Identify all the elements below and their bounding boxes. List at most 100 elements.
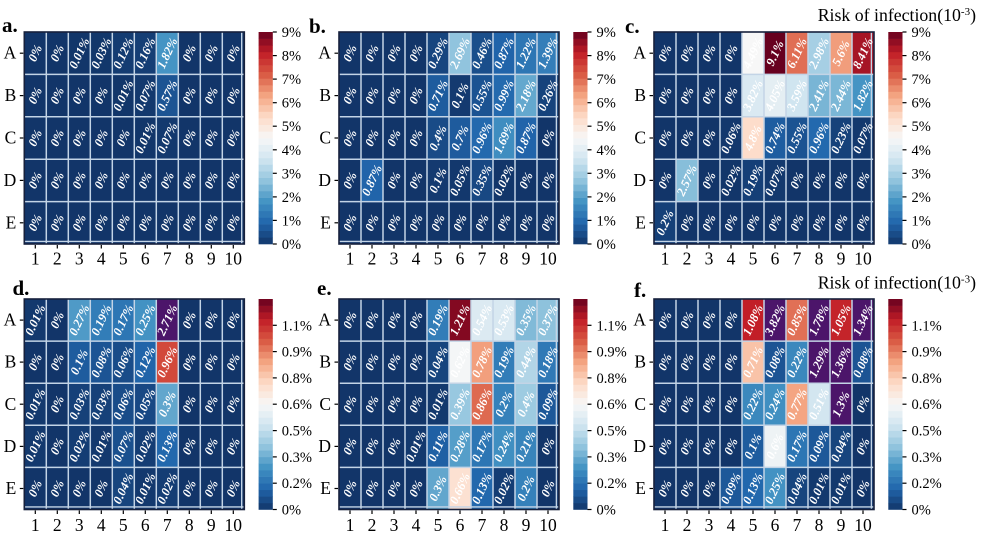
svg-text:0%: 0% <box>406 85 426 106</box>
svg-text:B: B <box>319 352 331 372</box>
svg-text:0%: 0% <box>721 310 741 331</box>
svg-text:C: C <box>5 394 17 414</box>
svg-text:3: 3 <box>75 249 84 269</box>
svg-text:0%: 0% <box>362 127 382 148</box>
svg-text:1%: 1% <box>282 213 301 229</box>
svg-text:C: C <box>5 128 17 148</box>
svg-text:0%: 0% <box>677 394 697 415</box>
svg-text:0%: 0% <box>362 43 382 64</box>
svg-text:1: 1 <box>31 515 40 535</box>
svg-text:2: 2 <box>683 249 692 269</box>
svg-text:0%: 0% <box>655 310 675 331</box>
svg-text:2: 2 <box>683 515 692 535</box>
svg-text:0.3%: 0.3% <box>912 450 942 466</box>
svg-text:0%: 0% <box>384 436 404 457</box>
svg-text:0%: 0% <box>179 352 199 373</box>
svg-text:5%: 5% <box>597 119 616 135</box>
svg-text:9: 9 <box>522 515 531 535</box>
svg-text:0%: 0% <box>677 85 697 106</box>
svg-text:0%: 0% <box>384 43 404 64</box>
svg-text:1.1%: 1.1% <box>912 318 942 334</box>
svg-text:0%: 0% <box>406 170 426 191</box>
svg-text:5: 5 <box>119 515 128 535</box>
svg-text:0.6%: 0.6% <box>282 397 312 413</box>
svg-text:0%: 0% <box>47 212 67 233</box>
svg-text:0%: 0% <box>282 503 301 519</box>
svg-text:0%: 0% <box>384 352 404 373</box>
svg-text:0.9%: 0.9% <box>597 345 627 361</box>
svg-text:0%: 0% <box>472 212 492 233</box>
svg-text:0.2%: 0.2% <box>282 476 312 492</box>
svg-text:A: A <box>4 43 17 63</box>
svg-text:8: 8 <box>815 249 824 269</box>
svg-text:B: B <box>319 85 331 105</box>
svg-text:0%: 0% <box>362 310 382 331</box>
svg-text:1: 1 <box>31 249 40 269</box>
svg-text:C: C <box>634 128 646 148</box>
svg-text:1: 1 <box>661 249 670 269</box>
svg-text:0%: 0% <box>853 394 873 415</box>
svg-text:0%: 0% <box>406 212 426 233</box>
svg-text:3: 3 <box>390 515 399 535</box>
svg-text:0%: 0% <box>721 394 741 415</box>
svg-text:3: 3 <box>390 249 399 269</box>
svg-text:0%: 0% <box>47 85 67 106</box>
svg-text:0%: 0% <box>699 127 719 148</box>
svg-text:E: E <box>320 212 331 232</box>
svg-text:0%: 0% <box>597 503 616 519</box>
svg-text:3: 3 <box>705 249 714 269</box>
svg-text:0%: 0% <box>179 310 199 331</box>
svg-text:0%: 0% <box>655 436 675 457</box>
svg-text:E: E <box>635 478 646 498</box>
svg-text:0%: 0% <box>340 127 360 148</box>
svg-text:0%: 0% <box>223 352 243 373</box>
svg-text:5: 5 <box>749 249 758 269</box>
svg-text:9: 9 <box>207 249 216 269</box>
svg-text:D: D <box>318 170 331 190</box>
svg-text:0%: 0% <box>655 170 675 191</box>
svg-text:8%: 8% <box>597 49 616 65</box>
svg-text:B: B <box>634 352 646 372</box>
svg-text:0%: 0% <box>340 436 360 457</box>
svg-text:4: 4 <box>97 249 106 269</box>
svg-text:0%: 0% <box>721 85 741 106</box>
svg-text:0%: 0% <box>516 212 536 233</box>
svg-text:0%: 0% <box>406 43 426 64</box>
svg-text:0%: 0% <box>428 212 448 233</box>
svg-text:0%: 0% <box>179 43 199 64</box>
svg-text:0%: 0% <box>91 170 111 191</box>
svg-text:0%: 0% <box>340 212 360 233</box>
svg-text:0%: 0% <box>655 43 675 64</box>
svg-text:8: 8 <box>185 249 194 269</box>
svg-text:0%: 0% <box>699 43 719 64</box>
svg-text:0%: 0% <box>538 436 558 457</box>
svg-text:0%: 0% <box>25 85 45 106</box>
svg-text:0%: 0% <box>384 127 404 148</box>
svg-text:A: A <box>633 43 646 63</box>
svg-text:0%: 0% <box>69 478 89 499</box>
svg-text:0%: 0% <box>340 478 360 499</box>
svg-text:0%: 0% <box>787 170 807 191</box>
svg-text:0%: 0% <box>47 310 67 331</box>
svg-text:a.: a. <box>2 13 18 37</box>
svg-text:10: 10 <box>854 249 872 269</box>
svg-text:d.: d. <box>13 276 30 300</box>
svg-text:0%: 0% <box>853 478 873 499</box>
svg-text:6: 6 <box>456 249 465 269</box>
svg-text:1: 1 <box>346 515 355 535</box>
svg-text:0.6%: 0.6% <box>597 397 627 413</box>
svg-text:B: B <box>5 85 17 105</box>
svg-text:0%: 0% <box>597 237 616 253</box>
svg-text:7%: 7% <box>597 72 616 88</box>
svg-text:0.2%: 0.2% <box>597 476 627 492</box>
svg-text:A: A <box>318 43 331 63</box>
svg-text:Risk of infection(10-3): Risk of infection(10-3) <box>818 273 976 294</box>
svg-text:0.8%: 0.8% <box>912 371 942 387</box>
svg-text:0%: 0% <box>201 85 221 106</box>
svg-text:C: C <box>319 128 331 148</box>
svg-text:0%: 0% <box>362 85 382 106</box>
svg-text:0%: 0% <box>91 127 111 148</box>
svg-text:0%: 0% <box>655 394 675 415</box>
svg-text:6: 6 <box>456 515 465 535</box>
svg-text:0%: 0% <box>384 212 404 233</box>
